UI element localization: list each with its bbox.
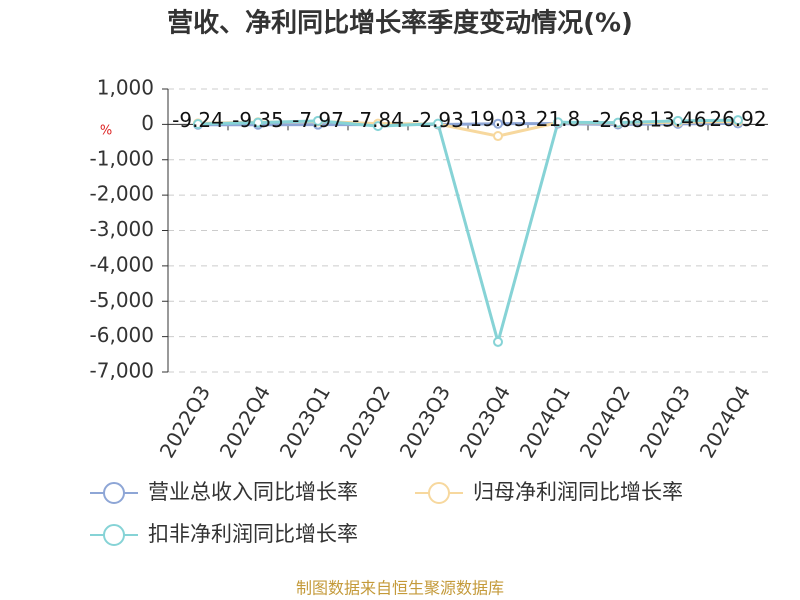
data-label: -2.93	[412, 108, 464, 132]
y-tick-label: -6,000	[90, 323, 154, 347]
data-label: 26.92	[709, 107, 766, 131]
data-point	[553, 117, 563, 128]
legend-marker	[103, 482, 125, 504]
y-tick-label: -7,000	[90, 359, 154, 383]
data-point	[373, 121, 383, 132]
data-label: -9.35	[232, 108, 284, 132]
x-tick-label: 2023Q2	[335, 381, 395, 462]
legend-item[interactable]: 扣非净利润同比增长率	[90, 522, 358, 546]
data-label: -7.84	[352, 108, 404, 132]
legend-label: 扣非净利润同比增长率	[148, 522, 358, 546]
y-tick-label: -3,000	[90, 217, 154, 241]
legend-marker	[103, 524, 125, 546]
y-tick-label: 0	[141, 111, 154, 135]
x-tick-label: 2024Q1	[515, 381, 575, 462]
data-label: 19.03	[469, 107, 526, 131]
data-point	[733, 115, 743, 126]
data-point	[493, 131, 503, 142]
data-label: -2.68	[592, 108, 644, 132]
legend-item[interactable]: 营业总收入同比增长率	[90, 480, 358, 504]
legend-item[interactable]: 归母净利润同比增长率	[415, 480, 683, 504]
source-note: 制图数据来自恒生聚源数据库	[296, 579, 504, 598]
data-point	[313, 115, 323, 126]
y-tick-label: -4,000	[90, 252, 154, 276]
data-label: -9.24	[172, 108, 224, 132]
x-tick-label: 2024Q3	[635, 381, 695, 462]
data-point	[493, 336, 503, 347]
y-tick-label: 1,000	[97, 76, 154, 100]
data-point	[613, 117, 623, 128]
x-tick-label: 2023Q4	[455, 381, 515, 462]
data-point	[253, 117, 263, 128]
data-label: 13.46	[649, 107, 706, 131]
data-point	[193, 119, 203, 130]
x-tick-label: 2023Q3	[395, 381, 455, 462]
data-label: 21.8	[536, 107, 581, 131]
legend-label: 归母净利润同比增长率	[473, 480, 683, 504]
y-tick-label: -5,000	[90, 288, 154, 312]
data-point	[493, 118, 503, 129]
data-point	[433, 118, 443, 129]
series-line	[197, 118, 739, 348]
y-unit: %	[100, 124, 112, 139]
legend-marker	[428, 482, 450, 504]
series-line	[197, 121, 739, 127]
data-label: -7.97	[292, 108, 344, 132]
x-tick-label: 2023Q1	[275, 381, 335, 462]
y-tick-label: -1,000	[90, 146, 154, 170]
x-tick-label: 2024Q4	[695, 381, 755, 462]
legend-label: 营业总收入同比增长率	[148, 480, 358, 504]
x-tick-label: 2024Q2	[575, 381, 635, 462]
y-tick-label: -2,000	[90, 182, 154, 206]
chart-title: 营收、净利同比增长率季度变动情况(%)	[167, 8, 633, 39]
data-point	[673, 115, 683, 126]
x-tick-label: 2022Q4	[215, 381, 275, 462]
x-tick-label: 2022Q3	[155, 381, 215, 462]
